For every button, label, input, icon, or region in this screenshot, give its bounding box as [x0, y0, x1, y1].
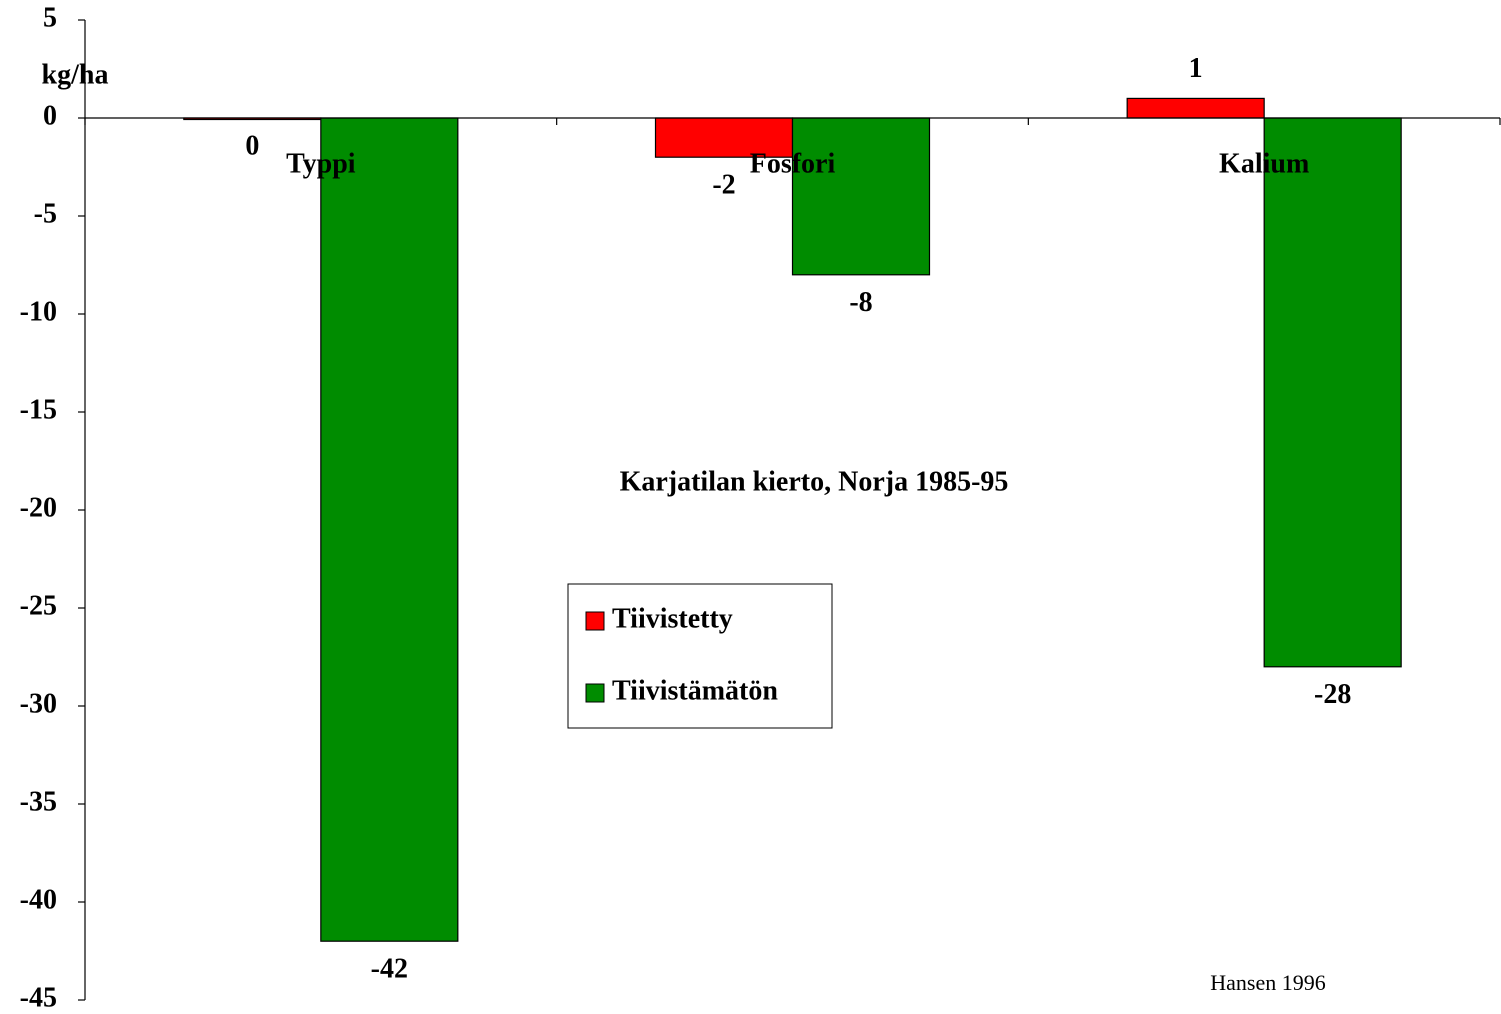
- bar: [791, 117, 931, 276]
- bar: [1126, 97, 1265, 119]
- bar: [1263, 117, 1402, 668]
- data-label: -28: [1314, 679, 1351, 710]
- legend-label: Tiivistämätön: [612, 675, 778, 706]
- y-tick-label: 0: [43, 100, 57, 131]
- data-label: -8: [849, 287, 872, 318]
- legend-box: [567, 583, 833, 729]
- y-tick-label: -30: [20, 688, 57, 719]
- data-label: -42: [371, 954, 408, 985]
- bar: [320, 117, 459, 942]
- y-tick-label: -35: [20, 786, 57, 817]
- y-tick-label: -45: [20, 982, 57, 1013]
- data-label: -2: [712, 170, 735, 201]
- y-tick-label: -10: [20, 296, 57, 327]
- legend-label: Tiivistetty: [612, 603, 733, 634]
- y-tick-label: -40: [20, 884, 57, 915]
- annotation: Karjatilan kierto, Norja 1985-95: [620, 466, 1009, 497]
- legend-swatch: [585, 683, 605, 703]
- y-tick-label: -25: [20, 590, 57, 621]
- x-tick-label: Kalium: [1219, 148, 1309, 179]
- y-tick-label: -5: [34, 198, 57, 229]
- data-label: 1: [1189, 53, 1203, 84]
- y-tick-label: -15: [20, 394, 57, 425]
- x-tick-label: Fosfori: [750, 148, 836, 179]
- x-tick-label: Typpi: [286, 148, 356, 179]
- legend: Tiivistetty Tiivistämätön: [567, 583, 833, 729]
- legend-swatch: [585, 611, 605, 631]
- source-note: Hansen 1996: [1210, 970, 1325, 995]
- y-tick-label: 5: [43, 2, 57, 33]
- y-tick-label: -20: [20, 492, 57, 523]
- data-label: 0: [245, 130, 259, 161]
- y-axis-label: kg/ha: [42, 59, 109, 90]
